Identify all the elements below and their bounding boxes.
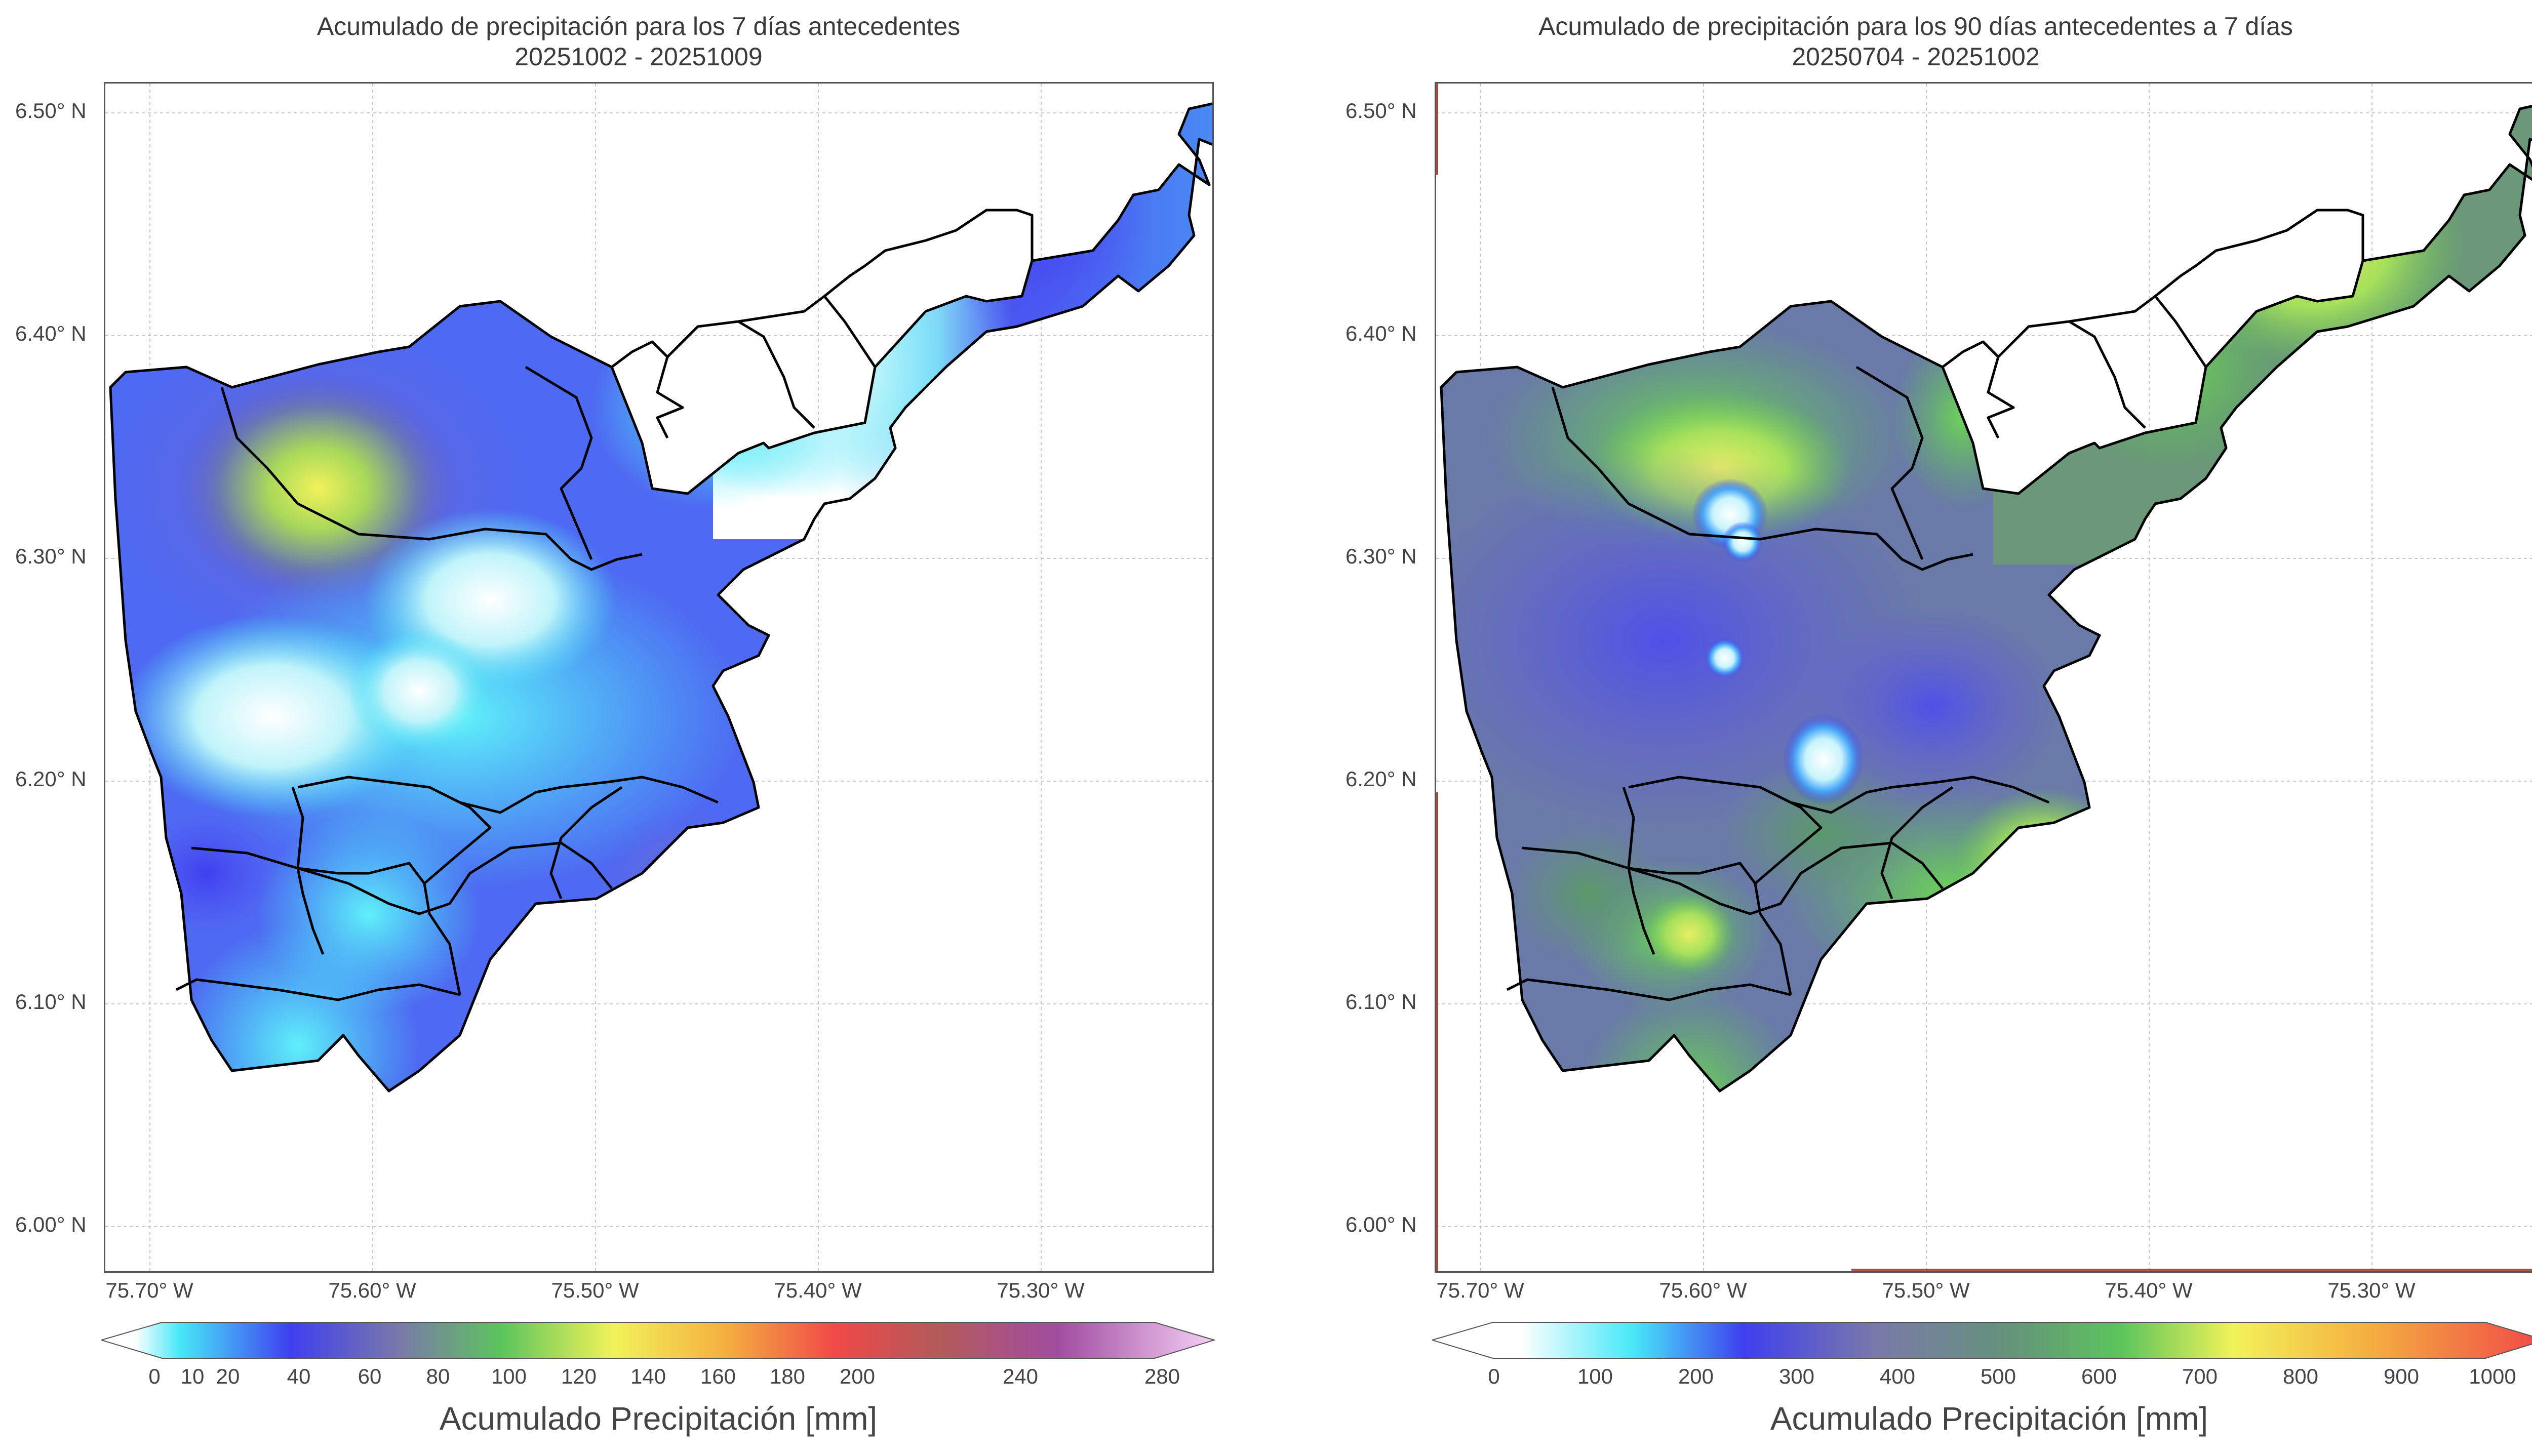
- right-panel-title: Acumulado de precipitación para los 90 d…: [1277, 11, 2532, 72]
- left-title-line2: 20251002 - 20251009: [515, 43, 763, 71]
- left-panel: Acumulado de precipitación para los 7 dí…: [0, 11, 1277, 1437]
- right-cb-tick-900: 900: [2383, 1364, 2420, 1388]
- left-cb-tick-180: 180: [769, 1364, 806, 1388]
- left-cb-tick-60: 60: [358, 1364, 382, 1388]
- right-lon-label-7550: 75.50° W: [1882, 1278, 1970, 1302]
- left-cb-tick-200: 200: [839, 1364, 876, 1388]
- right-lon-label-7540: 75.40° W: [2105, 1278, 2193, 1302]
- left-cb-tick-20: 20: [216, 1364, 240, 1388]
- right-cb-tick-100: 100: [1577, 1364, 1613, 1388]
- right-boundaries: [1440, 105, 2532, 1093]
- right-colorbar-title: Acumulado Precipitación [mm]: [1770, 1400, 2208, 1437]
- left-cb-tick-240: 240: [1002, 1364, 1039, 1388]
- left-cb-tick-40: 40: [287, 1364, 311, 1388]
- right-lon-label-7530: 75.30° W: [2327, 1278, 2416, 1302]
- left-cb-tick-0: 0: [148, 1364, 161, 1388]
- left-cb-tick-140: 140: [630, 1364, 666, 1388]
- left-colorbar: [99, 1321, 1216, 1359]
- left-lat-label-600: 6.00° N: [15, 1212, 87, 1236]
- left-title-line1: Acumulado de precipitación para los 7 dí…: [316, 12, 961, 41]
- left-cb-tick-120: 120: [561, 1364, 597, 1388]
- left-lon-label-7550: 75.50° W: [551, 1278, 639, 1302]
- right-cb-tick-0: 0: [1488, 1364, 1500, 1388]
- left-lat-label-640: 6.40° N: [15, 321, 87, 345]
- right-cb-tick-300: 300: [1778, 1364, 1815, 1388]
- right-lon-label-7570: 75.70° W: [1436, 1278, 1524, 1302]
- right-title-line1: Acumulado de precipitación para los 90 d…: [1538, 12, 2293, 41]
- left-lat-label-620: 6.20° N: [15, 767, 87, 791]
- right-colorbar: [1430, 1321, 2532, 1359]
- left-lat-label-630: 6.30° N: [15, 544, 87, 568]
- right-cb-tick-400: 400: [1879, 1364, 1916, 1388]
- left-lon-label-7540: 75.40° W: [774, 1278, 862, 1302]
- right-lat-label-600: 6.00° N: [1346, 1212, 1417, 1236]
- left-cb-tick-100: 100: [491, 1364, 527, 1388]
- right-title-line2: 20250704 - 20251002: [1792, 43, 2040, 71]
- right-cb-tick-200: 200: [1678, 1364, 1714, 1388]
- right-map-area[interactable]: [1435, 82, 2532, 1273]
- right-cb-tick-1000: 1000: [2469, 1364, 2516, 1388]
- left-map-area[interactable]: [104, 82, 1214, 1273]
- right-lat-label-640: 6.40° N: [1346, 321, 1417, 345]
- left-cb-tick-10: 10: [180, 1364, 205, 1388]
- right-panel: Acumulado de precipitación para los 90 d…: [1277, 0, 2532, 1456]
- left-lon-label-7530: 75.30° W: [997, 1278, 1085, 1302]
- right-cb-tick-700: 700: [2182, 1364, 2218, 1388]
- right-precip-field: [1441, 99, 2532, 1091]
- right-lat-label-610: 6.10° N: [1346, 990, 1417, 1014]
- right-cb-tick-600: 600: [2081, 1364, 2117, 1388]
- left-lat-label-610: 6.10° N: [15, 990, 87, 1014]
- left-lat-label-650: 6.50° N: [15, 99, 87, 123]
- right-lat-label-650: 6.50° N: [1346, 99, 1417, 123]
- left-boundaries: [109, 102, 1212, 1093]
- left-cb-tick-280: 280: [1144, 1364, 1180, 1388]
- left-lon-label-7560: 75.60° W: [328, 1278, 416, 1302]
- right-lat-label-630: 6.30° N: [1346, 544, 1417, 568]
- right-lon-label-7560: 75.60° W: [1659, 1278, 1747, 1302]
- left-colorbar-title: Acumulado Precipitación [mm]: [439, 1400, 878, 1437]
- right-cb-tick-800: 800: [2282, 1364, 2319, 1388]
- left-cb-tick-80: 80: [426, 1364, 450, 1388]
- left-precip-field: [110, 99, 1212, 1091]
- left-lon-label-7570: 75.70° W: [105, 1278, 193, 1302]
- left-cb-tick-160: 160: [700, 1364, 736, 1388]
- right-cb-tick-500: 500: [1980, 1364, 2016, 1388]
- right-map-edge-lines: [1436, 84, 2532, 1271]
- right-lat-label-620: 6.20° N: [1346, 767, 1417, 791]
- left-panel-title: Acumulado de precipitación para los 7 dí…: [0, 11, 1277, 72]
